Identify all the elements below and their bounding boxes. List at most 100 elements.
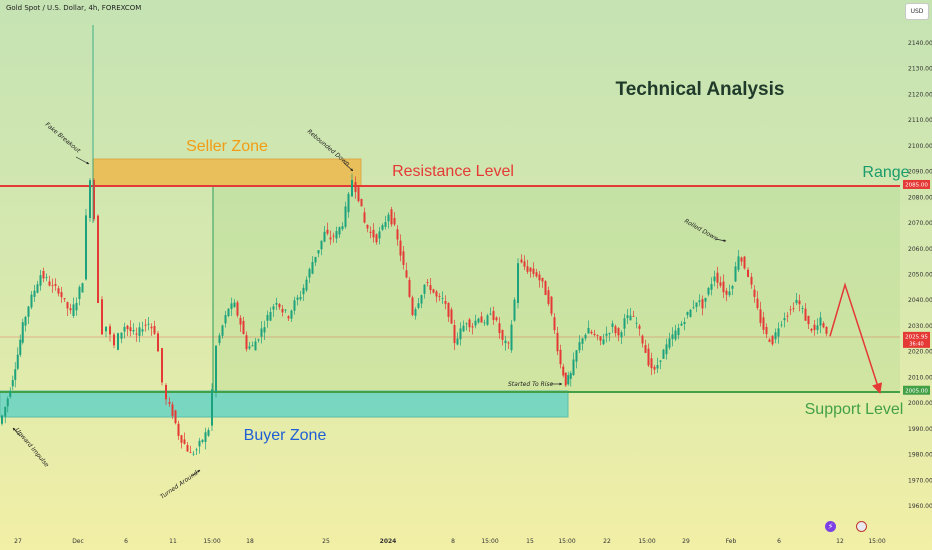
- price-tick-label: 2030.00: [908, 323, 932, 330]
- candle-body: [195, 449, 198, 451]
- price-tick-label: 2100.00: [908, 143, 932, 150]
- candle-body: [317, 250, 320, 254]
- candle-body: [477, 318, 480, 323]
- candle-body: [157, 333, 159, 352]
- candle-body: [93, 180, 95, 220]
- candle-body: [21, 322, 24, 343]
- candle-body: [780, 324, 783, 326]
- candle-body: [384, 222, 387, 227]
- time-tick-label: 2024: [380, 538, 397, 545]
- candle-body: [135, 333, 138, 335]
- candle-body: [523, 261, 526, 267]
- candle-body: [11, 380, 14, 387]
- us-flag-icon[interactable]: [856, 521, 867, 532]
- candle-body: [701, 299, 704, 309]
- candle-body: [287, 316, 290, 319]
- candle-body: [344, 206, 347, 227]
- candle-body: [689, 309, 692, 318]
- currency-button[interactable]: USD: [905, 3, 929, 20]
- last-price-text: 2025.95: [905, 334, 928, 340]
- price-axis[interactable]: 2140.00 2130.00 2120.00 2110.00 2100.00 2090.…: [908, 40, 932, 510]
- time-tick-label: 27: [14, 538, 22, 545]
- price-tick-label: 2050.00: [908, 272, 932, 279]
- price-tick-label: 2000.00: [908, 400, 932, 407]
- candle-body: [120, 332, 123, 339]
- candle-body: [822, 323, 825, 328]
- candle-body: [138, 327, 141, 336]
- candle-body: [335, 231, 338, 239]
- note-started-to-rise: Started To Rise: [508, 381, 554, 388]
- candle-body: [326, 229, 329, 234]
- candle-body: [198, 440, 201, 447]
- candle-body: [762, 317, 765, 330]
- candle-body: [650, 358, 653, 369]
- candle-body: [233, 302, 236, 308]
- candle-body: [456, 338, 459, 345]
- support-price-text: 2005.00: [905, 388, 928, 394]
- candle-body: [357, 187, 360, 202]
- lightning-icon[interactable]: ⚡: [825, 521, 836, 532]
- candle-body: [236, 302, 239, 316]
- candle-body: [608, 333, 611, 335]
- candle-body: [429, 285, 432, 291]
- note-rebounded-down-arrow: [343, 162, 354, 172]
- candle-body: [390, 209, 393, 225]
- candle-body: [617, 328, 620, 336]
- candle-body: [575, 350, 578, 362]
- candle-body: [275, 302, 278, 305]
- candle-body: [183, 439, 186, 444]
- candle-body: [363, 212, 366, 223]
- candle-body: [168, 402, 171, 404]
- candle-body: [562, 366, 565, 376]
- candle-body: [257, 339, 260, 341]
- candle-body: [239, 317, 242, 325]
- candle-body: [599, 336, 602, 341]
- price-tick-label: 2070.00: [908, 220, 932, 227]
- candle-body: [825, 326, 828, 334]
- candle-body: [245, 335, 248, 350]
- candle-body: [677, 327, 680, 336]
- candle-body: [783, 318, 786, 321]
- candle-body: [405, 270, 408, 278]
- candle-body: [85, 215, 87, 280]
- candle-body: [60, 292, 63, 298]
- candle-body: [789, 309, 792, 311]
- candle-body: [153, 326, 156, 334]
- candle-body: [584, 334, 587, 339]
- buyer-zone-rect[interactable]: [0, 390, 569, 418]
- candle-body: [180, 435, 183, 443]
- candle-body: [590, 331, 593, 334]
- candle-body: [215, 345, 217, 392]
- candle-body: [354, 182, 357, 193]
- candle-body: [813, 324, 816, 330]
- candle-body: [211, 389, 213, 426]
- candle-body: [786, 315, 789, 317]
- range-shaded-area: [213, 186, 900, 392]
- price-tick-label: 1960.00: [908, 503, 932, 510]
- candle-body: [30, 294, 33, 308]
- candle-body: [492, 311, 495, 320]
- candle-body: [674, 330, 677, 340]
- candle-body: [710, 284, 713, 290]
- candle-body: [189, 452, 192, 454]
- candle-body: [129, 327, 132, 332]
- time-tick-label: 18: [246, 538, 254, 545]
- candle-body: [719, 282, 722, 286]
- candle-body: [432, 289, 435, 293]
- candle-body: [777, 328, 780, 337]
- candle-body: [569, 373, 572, 379]
- candle-body: [713, 276, 716, 282]
- candle-body: [474, 320, 477, 326]
- seller-zone-rect[interactable]: [92, 158, 362, 187]
- time-axis[interactable]: 27 Dec 6 11 15:00 18 25 2024 8 15:00 15 15:00 22 15:0…: [14, 538, 886, 545]
- candle-body: [504, 340, 507, 344]
- candle-body: [14, 369, 17, 380]
- candle-body: [510, 324, 513, 351]
- candle-body: [101, 299, 103, 335]
- candle-body: [141, 329, 144, 332]
- candle-body: [284, 309, 287, 311]
- candle-body: [254, 341, 257, 351]
- candle-body: [517, 263, 519, 303]
- time-tick-label: 12: [836, 538, 844, 545]
